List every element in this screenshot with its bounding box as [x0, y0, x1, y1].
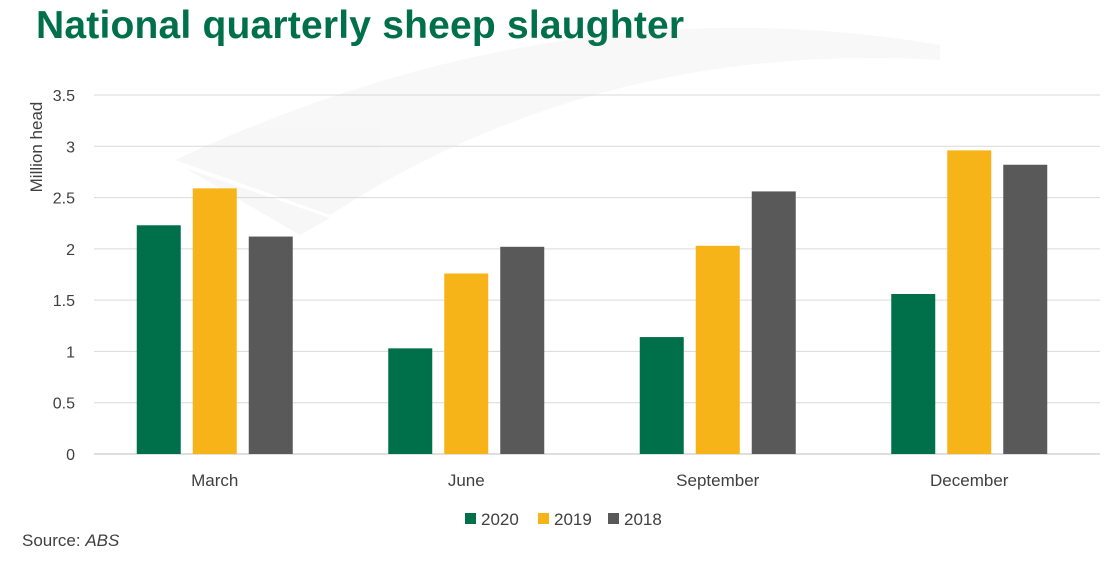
- bar-2018-june: [500, 246, 545, 454]
- x-category-label: September: [676, 471, 759, 490]
- y-axis-ticks: 0 0.5 1 1.5 2 2.5 3 3.5: [53, 88, 75, 464]
- source-label: Source:: [22, 531, 86, 550]
- bar-2019-june: [444, 273, 489, 454]
- y-tick-label: 3: [66, 139, 75, 156]
- x-category-label: March: [191, 471, 238, 490]
- x-axis-categories: March June September December: [191, 471, 1009, 490]
- chart-title: National quarterly sheep slaughter: [36, 4, 685, 47]
- y-tick-label: 3.5: [53, 88, 75, 105]
- source-value: ABS: [85, 531, 120, 550]
- bar-2019-september: [695, 245, 740, 454]
- y-tick-label: 2.5: [53, 191, 75, 208]
- y-axis-label: Million head: [27, 102, 46, 193]
- legend-item-2020: 2020: [465, 510, 519, 529]
- bar-2020-march: [136, 225, 181, 454]
- legend-item-2018: 2018: [608, 510, 662, 529]
- y-tick-label: 0: [66, 447, 75, 464]
- y-tick-label: 2: [66, 242, 75, 259]
- legend-label: 2020: [481, 510, 519, 529]
- legend-swatch: [608, 513, 619, 524]
- bar-2020-september: [639, 337, 684, 454]
- legend-item-2019: 2019: [538, 510, 592, 529]
- bar-2020-june: [388, 348, 433, 454]
- y-tick-label: 1.5: [53, 293, 75, 310]
- x-category-label: June: [448, 471, 485, 490]
- bar-2018-december: [1003, 164, 1048, 454]
- legend-swatch: [538, 513, 549, 524]
- y-tick-label: 1: [66, 344, 75, 361]
- legend-label: 2019: [554, 510, 592, 529]
- x-category-label: December: [930, 471, 1009, 490]
- legend: 2020 2019 2018: [465, 510, 662, 529]
- bar-2019-december: [947, 150, 992, 455]
- source-note: Source: ABS: [22, 531, 119, 551]
- bar-2020-december: [891, 293, 936, 454]
- bar-2018-march: [248, 236, 293, 454]
- legend-label: 2018: [624, 510, 662, 529]
- bar-2018-september: [751, 191, 796, 454]
- watermark-logo: [175, 27, 940, 235]
- y-tick-label: 0.5: [53, 396, 75, 413]
- bar-2019-march: [192, 188, 237, 454]
- bars: [136, 150, 1048, 455]
- legend-swatch: [465, 513, 476, 524]
